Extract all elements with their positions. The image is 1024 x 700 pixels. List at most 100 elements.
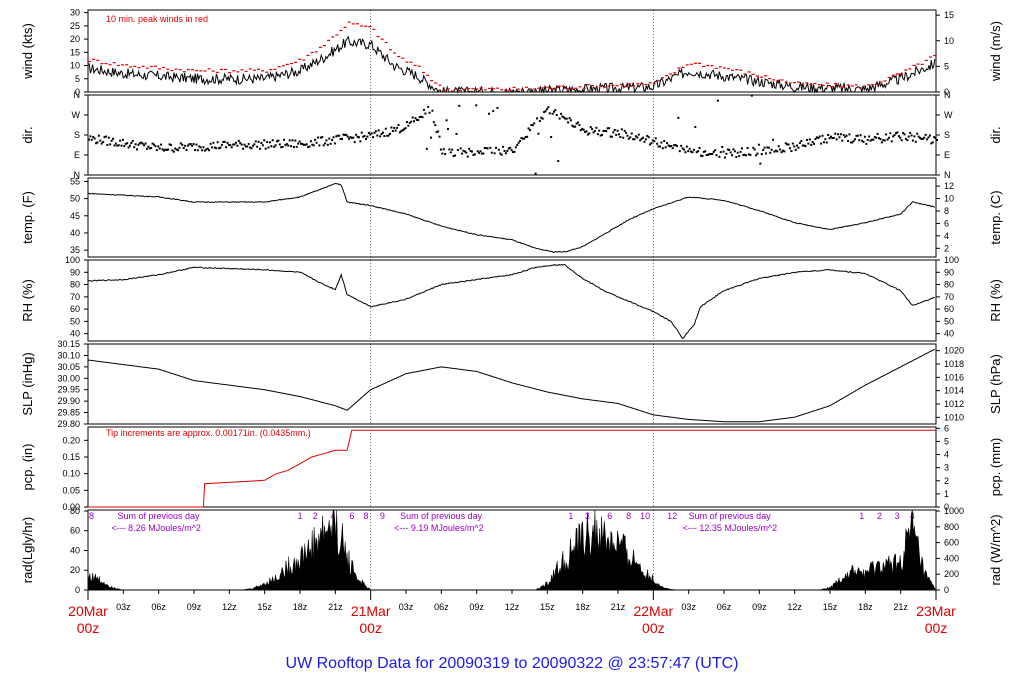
dir-point (722, 150, 725, 153)
dir-point (695, 151, 698, 154)
dir-point (755, 154, 758, 157)
dir-point (425, 147, 428, 150)
rad-hour-marker: 1 (568, 511, 573, 521)
pcp-left-tick-label: 0.15 (62, 452, 80, 462)
dir-point (452, 155, 455, 158)
x-tick-label: 09z (187, 602, 202, 612)
dir-point (663, 140, 666, 143)
peak-wind-mark (145, 67, 149, 69)
pcp-right-tick-label: 6 (944, 423, 949, 433)
temp-right-tick-label: 2 (944, 243, 949, 253)
dir-point (818, 135, 821, 138)
peak-wind-mark (232, 70, 236, 72)
dir-point (623, 129, 626, 132)
dir-point (596, 133, 599, 136)
dir-point (486, 147, 489, 150)
dir-right-axis-label: dir. (988, 126, 1003, 143)
dir-point (577, 121, 580, 124)
peak-wind-mark (153, 65, 157, 67)
dir-point (524, 135, 527, 138)
peak-wind-mark (916, 63, 920, 65)
dir-point (825, 141, 828, 144)
dir-point (895, 132, 898, 135)
dir-point (593, 130, 596, 133)
dir-point (766, 146, 769, 149)
dir-point (339, 137, 342, 140)
rad-right-tick-label: 0 (944, 585, 949, 595)
dir-point (752, 146, 755, 149)
dir-point (618, 133, 620, 136)
slp-right-tick-label: 1012 (944, 399, 964, 409)
dir-point (478, 151, 481, 154)
dir-point (500, 153, 503, 156)
dir-point (701, 155, 704, 158)
temp-left-tick-label: 50 (70, 194, 80, 204)
dir-point (677, 116, 680, 119)
peak-wind-mark (797, 81, 801, 83)
peak-wind-mark (360, 25, 364, 27)
rh-left-tick-label: 80 (70, 280, 80, 290)
dir-point (280, 146, 283, 149)
dir-point (838, 136, 841, 139)
panel-pcp: 0.00 0.05 0.10 0.15 0.20 0 1 2 3 4 5 6 pcp. (in) pcp.… (20, 423, 1003, 512)
dir-point (649, 143, 652, 146)
dir-point (780, 151, 783, 154)
dir-point (411, 116, 414, 119)
wind-left-axis-label: wind (kts) (20, 23, 35, 80)
dir-point (424, 112, 427, 115)
peak-wind-mark (438, 84, 442, 86)
peak-wind-mark (516, 88, 520, 90)
peak-wind-mark (553, 87, 557, 89)
dir-point (326, 143, 329, 146)
dir-point (880, 141, 883, 144)
dir-point (599, 134, 602, 137)
dir-point (707, 153, 710, 156)
dir-point (439, 148, 442, 151)
dir-point (391, 130, 394, 133)
dir-point (675, 144, 678, 147)
peak-wind-mark (397, 55, 401, 58)
dir-point (613, 128, 616, 131)
pcp-left-tick-label: 0.10 (62, 469, 80, 479)
dir-point (875, 136, 878, 139)
dir-point (882, 139, 885, 142)
dir-point (507, 147, 510, 150)
peak-wind-mark (854, 84, 858, 86)
dir-point (868, 135, 871, 138)
dir-point (708, 153, 711, 156)
dir-point (674, 144, 677, 147)
day-label-date: 22Mar (633, 603, 673, 619)
dir-point (530, 124, 533, 127)
dir-point (815, 136, 818, 139)
dir-point (513, 150, 516, 153)
dir-point (568, 117, 571, 120)
dir-point (373, 131, 376, 134)
dir-point (680, 144, 683, 147)
dir-point (137, 143, 140, 146)
slp-left-axis-label: SLP (inHg) (20, 352, 35, 415)
dir-point (854, 138, 857, 141)
dir-point (277, 139, 280, 142)
dir-point (821, 134, 824, 137)
rh-right-tick-label: 50 (944, 316, 954, 326)
dir-point (870, 138, 873, 141)
dir-point (397, 123, 400, 126)
dir-point (794, 148, 797, 151)
dir-point (763, 146, 766, 149)
dir-point (873, 136, 876, 139)
dir-point (814, 138, 817, 141)
peak-wind-mark (792, 82, 796, 84)
dir-point (899, 136, 902, 139)
peak-wind-mark (739, 69, 743, 71)
dir-point (547, 106, 550, 109)
dir-point (602, 129, 605, 132)
dir-point (305, 143, 308, 146)
peak-wind-mark (904, 69, 908, 71)
peak-wind-mark (207, 68, 211, 70)
dir-point (124, 142, 127, 145)
dir-point (504, 152, 507, 155)
dir-point (632, 138, 635, 141)
peak-wind-mark (372, 28, 376, 30)
dir-point (863, 135, 866, 138)
dir-point (123, 145, 126, 148)
